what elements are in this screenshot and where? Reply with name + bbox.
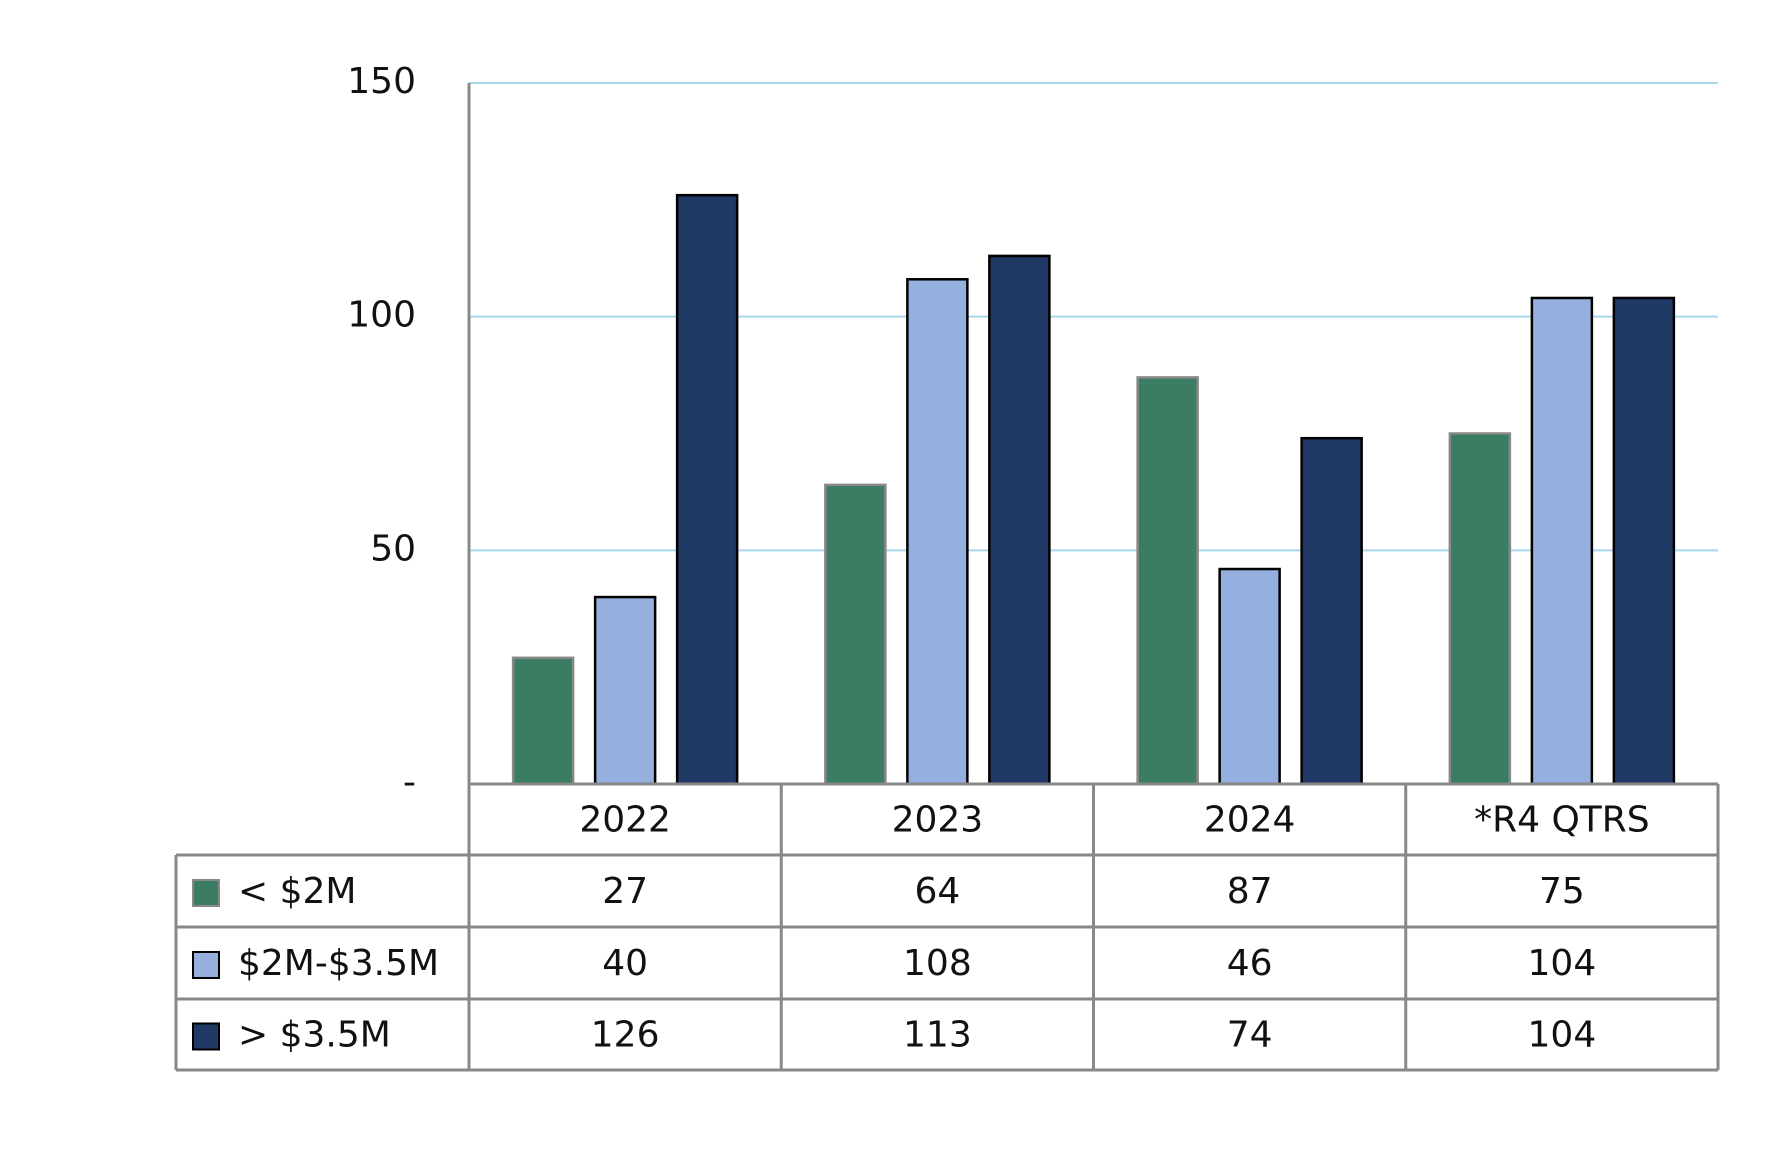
bar — [593, 595, 657, 786]
bar — [1300, 436, 1363, 786]
value-label: 75 — [1539, 871, 1585, 912]
value-label: 46 — [1227, 943, 1273, 984]
value-label: 113 — [903, 1015, 972, 1056]
y-tick-label: 100 — [347, 295, 416, 336]
bar — [511, 656, 575, 786]
x-tick-label: 2022 — [579, 800, 671, 841]
x-tick-label: 2023 — [892, 800, 984, 841]
bar — [675, 193, 739, 786]
value-label: 27 — [602, 871, 648, 912]
x-tick-label: *R4 QTRS — [1474, 800, 1650, 841]
legend-swatch — [192, 879, 220, 907]
y-tick-label: - — [403, 762, 416, 803]
legend-label: > $3.5M — [238, 1015, 391, 1056]
legend-label: < $2M — [238, 871, 356, 912]
bar — [1136, 376, 1199, 786]
value-label: 108 — [903, 943, 972, 984]
bar — [1218, 567, 1281, 786]
x-tick-label: 2024 — [1204, 800, 1296, 841]
bar — [906, 278, 969, 786]
legend-swatch — [192, 1022, 220, 1051]
bar — [1612, 296, 1676, 786]
bar — [1448, 432, 1512, 786]
value-label: 104 — [1528, 1015, 1597, 1056]
value-label: 126 — [591, 1015, 660, 1056]
y-tick-label: 50 — [370, 528, 416, 569]
value-label: 74 — [1227, 1015, 1273, 1056]
bar — [1530, 296, 1594, 786]
value-label: 40 — [602, 943, 648, 984]
bar — [824, 483, 887, 786]
legend-swatch — [192, 951, 220, 979]
bar — [988, 254, 1051, 786]
value-label: 87 — [1227, 871, 1273, 912]
value-label: 64 — [914, 871, 960, 912]
legend-label: $2M-$3.5M — [238, 943, 439, 984]
value-label: 104 — [1528, 943, 1597, 984]
y-tick-label: 150 — [347, 61, 416, 102]
